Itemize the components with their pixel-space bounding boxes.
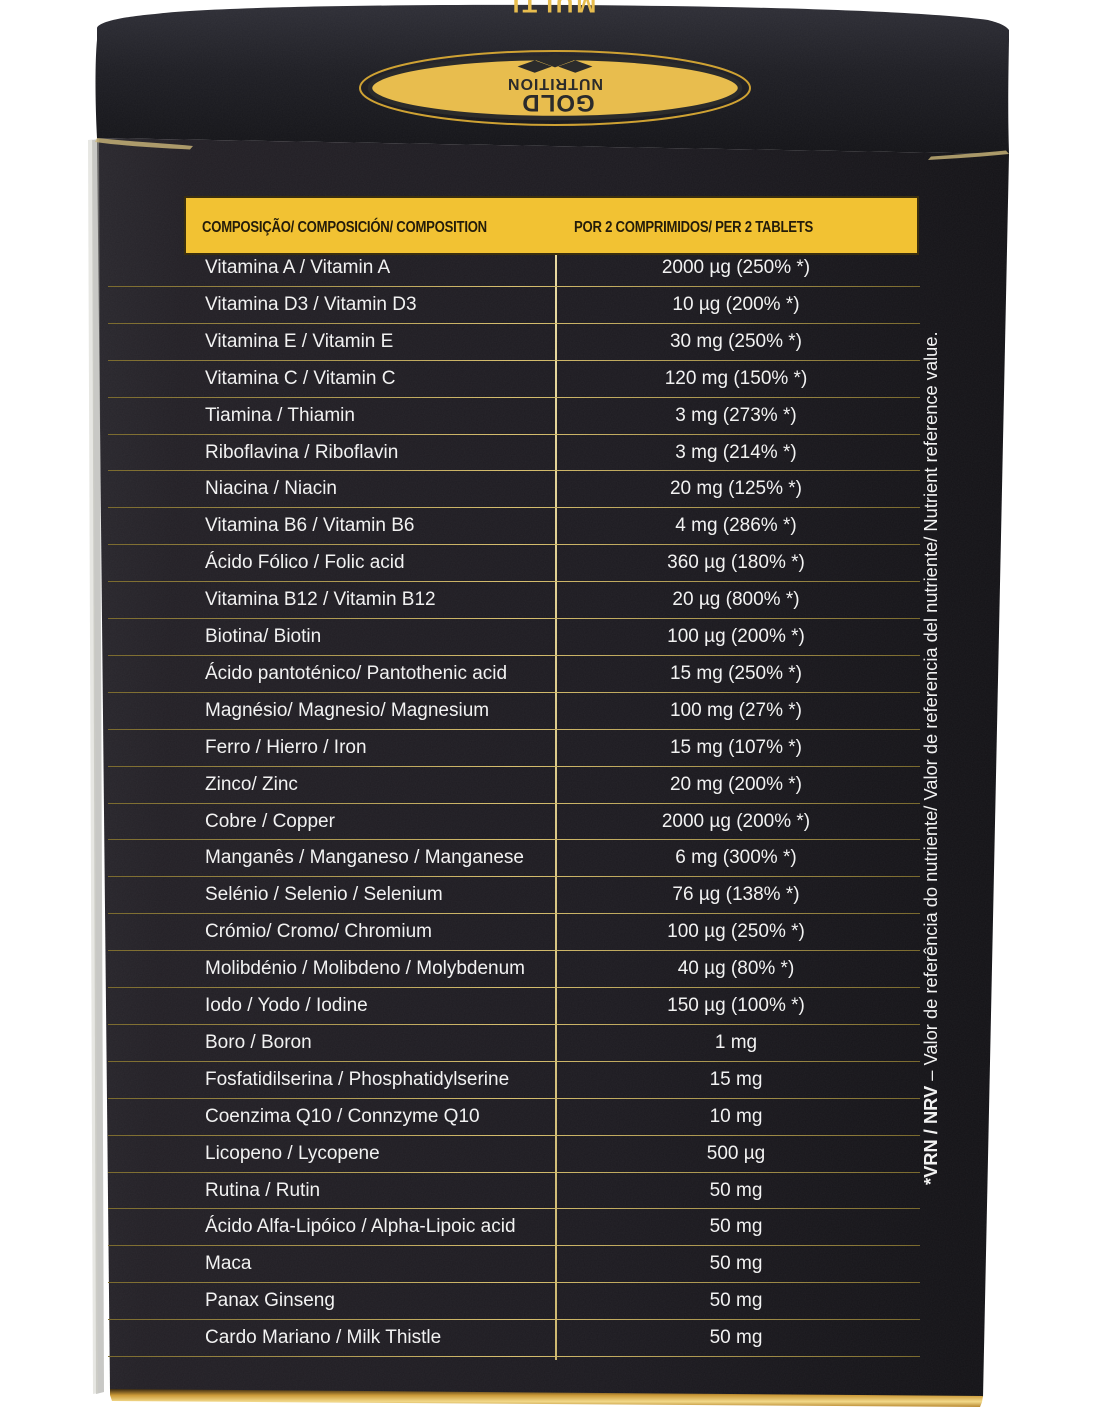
svg-text:MULTI: MULTI xyxy=(510,0,597,17)
svg-text:GOLD: GOLD xyxy=(521,89,594,116)
svg-text:NUTRITION: NUTRITION xyxy=(507,75,603,92)
